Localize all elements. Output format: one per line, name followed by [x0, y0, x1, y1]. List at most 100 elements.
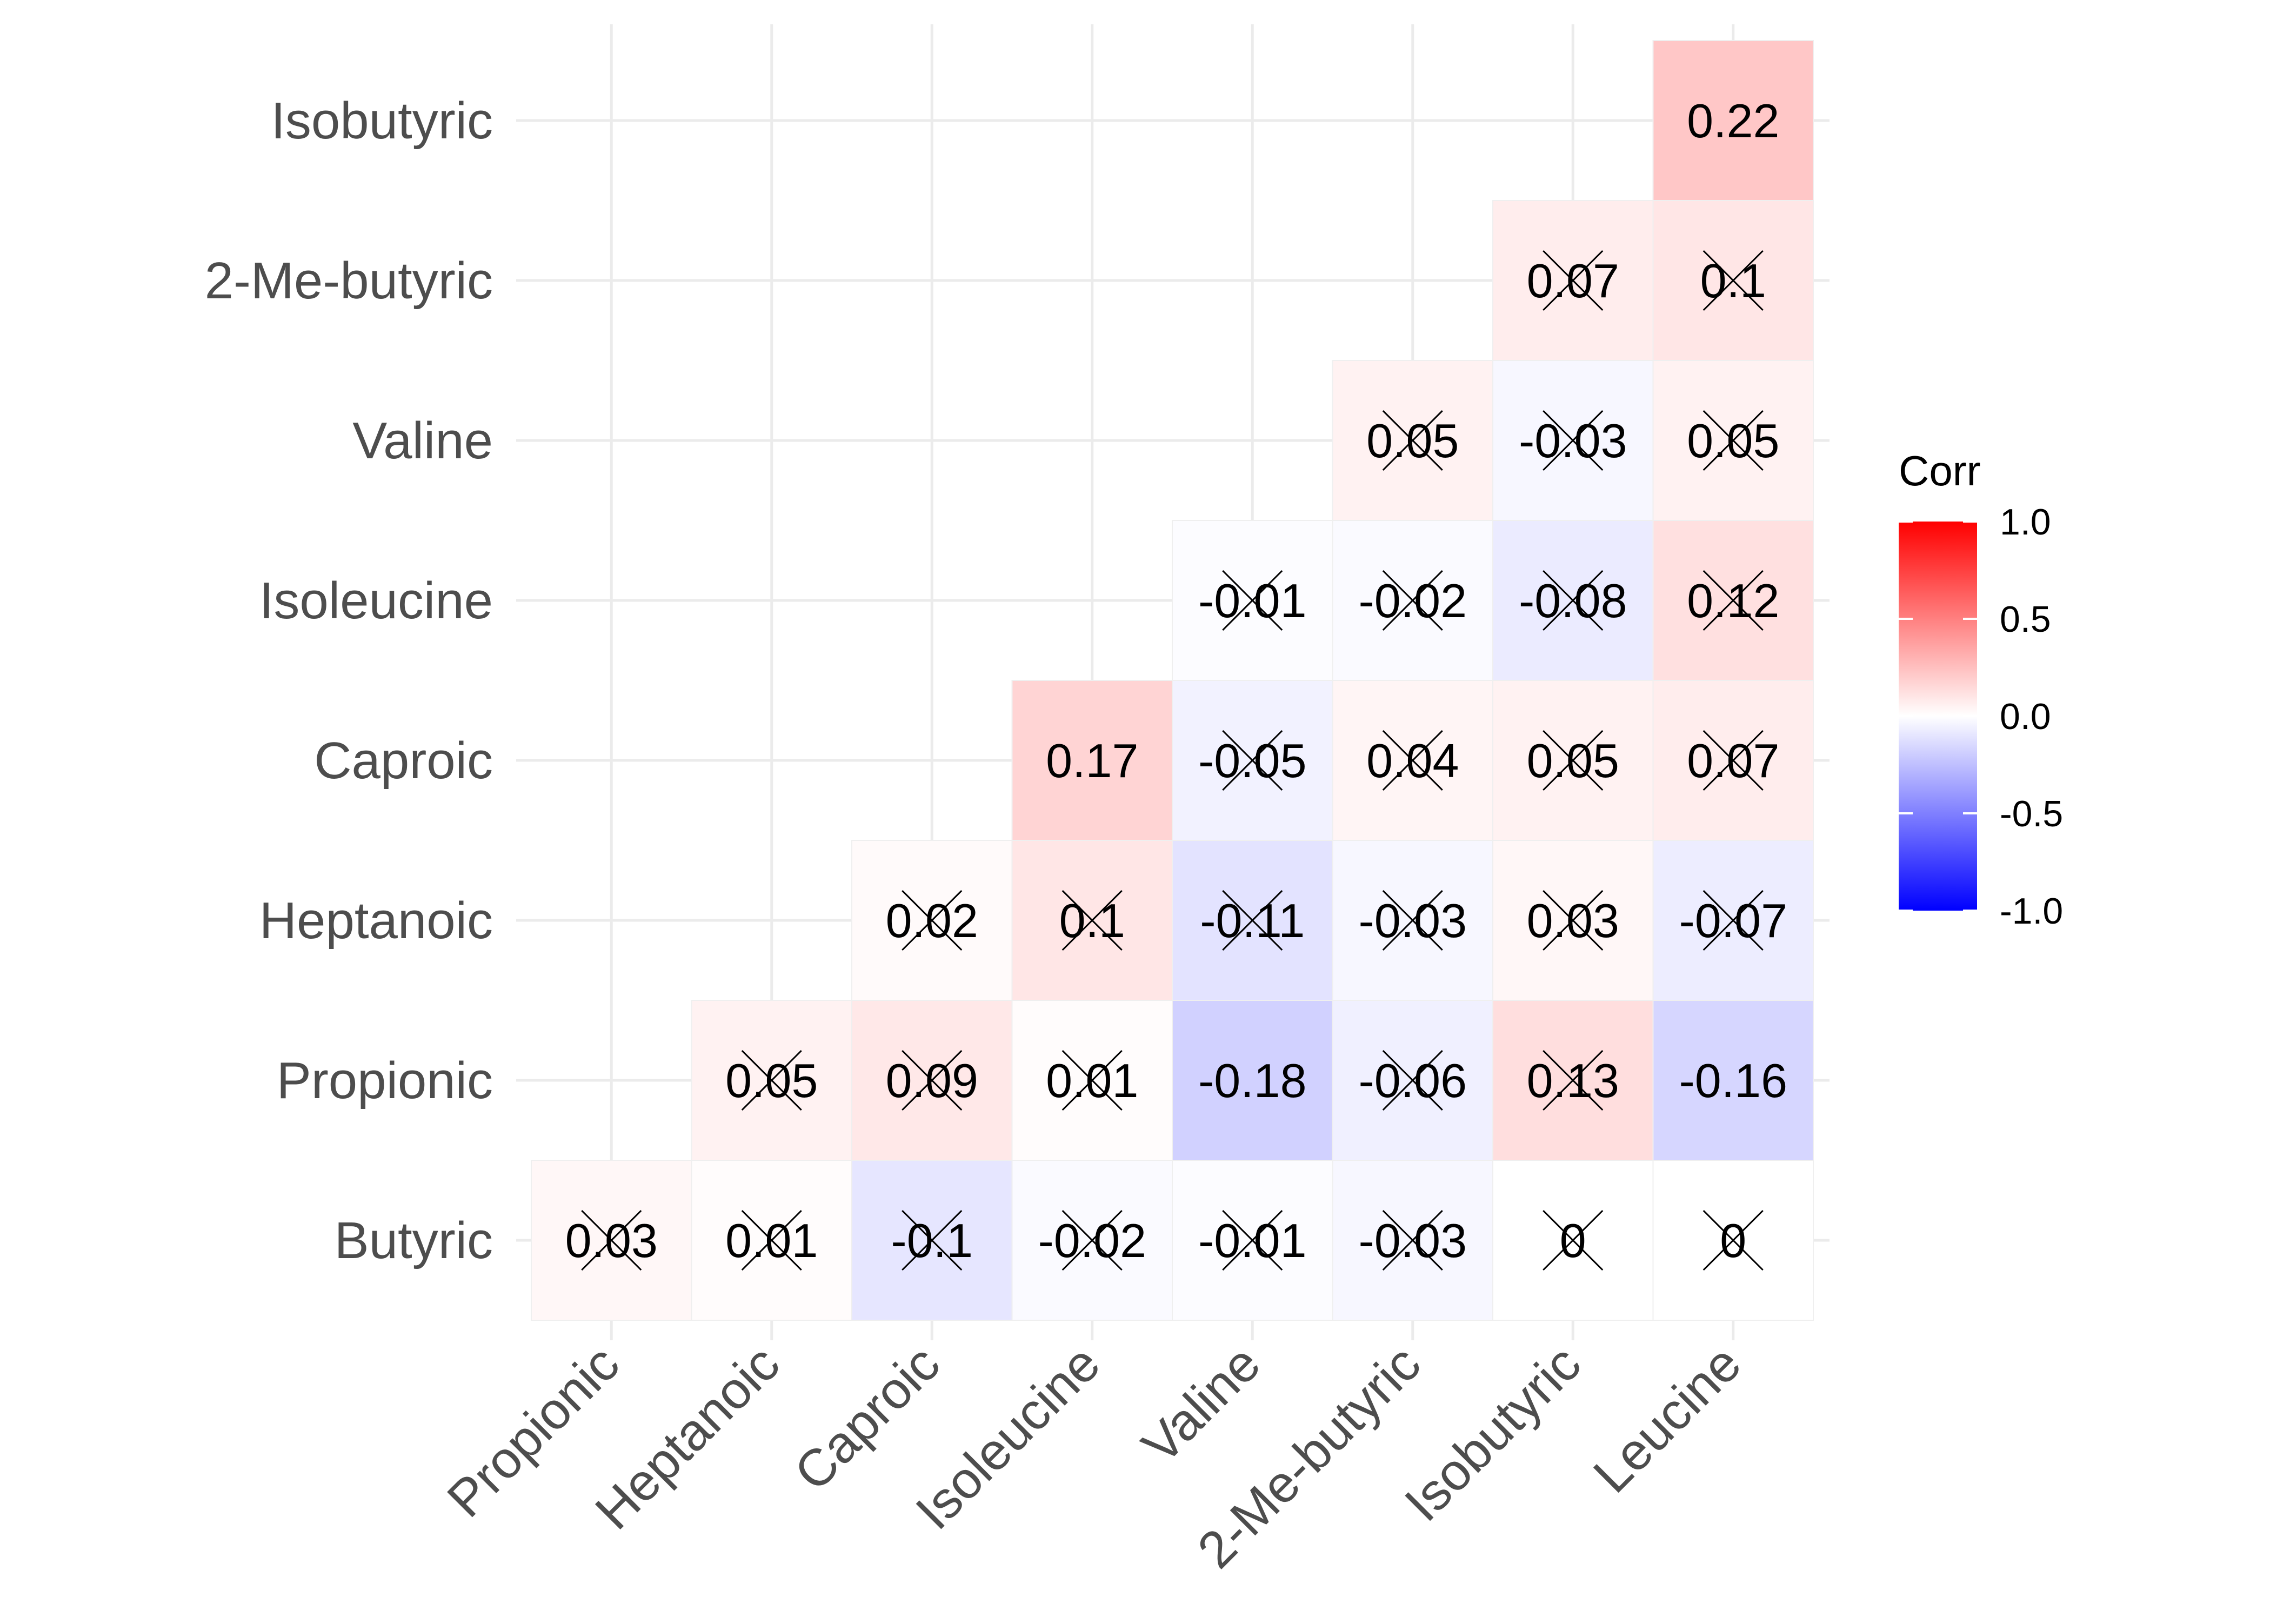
- heatmap-cell: -0.06: [1332, 1000, 1493, 1161]
- heatmap-cell: -0.03: [1332, 840, 1493, 1001]
- color-legend: Corr 1.0 0.5 0.0 -0.5 -1.0: [1899, 447, 2063, 932]
- heatmap-cell: 0.1: [1011, 840, 1173, 1001]
- insignificant-cross-mark: [1061, 890, 1123, 951]
- insignificant-cross-mark: [1382, 570, 1443, 631]
- insignificant-cross-mark: [1382, 890, 1443, 951]
- heatmap-cell: -0.03: [1492, 360, 1654, 521]
- heatmap-cell: 0.02: [851, 840, 1013, 1001]
- insignificant-cross-mark: [1222, 730, 1283, 791]
- insignificant-cross-mark: [1543, 890, 1604, 951]
- heatmap-cell: -0.16: [1652, 1000, 1814, 1161]
- insignificant-cross-mark: [1543, 1209, 1604, 1271]
- x-axis-tick-label: Leucine: [1583, 1334, 1752, 1503]
- legend-tick-label: 1.0: [2000, 502, 2051, 543]
- heatmap-cell: 0.09: [851, 1000, 1013, 1161]
- heatmap-cell: -0.03: [1332, 1160, 1493, 1321]
- heatmap-cell: 0.17: [1011, 680, 1173, 841]
- insignificant-cross-mark: [1543, 410, 1604, 471]
- insignificant-cross-mark: [1702, 1209, 1764, 1271]
- heatmap-cell: 0.05: [1652, 360, 1814, 521]
- insignificant-cross-mark: [1382, 410, 1443, 471]
- heatmap-cell: 0: [1492, 1160, 1654, 1321]
- legend-tick-label: 0.0: [2000, 696, 2051, 737]
- insignificant-cross-mark: [902, 1050, 963, 1111]
- heatmap-cell: 0.03: [1492, 840, 1654, 1001]
- legend-tick-label: -1.0: [2000, 891, 2063, 932]
- legend-tick-label: -0.5: [2000, 793, 2063, 834]
- heatmap-cell: -0.18: [1172, 1000, 1333, 1161]
- y-axis-tick-label: Isoleucine: [259, 572, 493, 630]
- heatmap-cell: 0.01: [691, 1160, 852, 1321]
- insignificant-cross-mark: [1702, 890, 1764, 951]
- insignificant-cross-mark: [1222, 570, 1283, 631]
- heatmap-cell: 0.05: [1492, 680, 1654, 841]
- insignificant-cross-mark: [581, 1209, 642, 1271]
- y-axis-tick-label: Heptanoic: [259, 892, 493, 950]
- heatmap-cell: 0.22: [1652, 40, 1814, 201]
- cell-value-label: 0.22: [1687, 94, 1779, 148]
- heatmap-cell: 0.03: [531, 1160, 692, 1321]
- heatmap-cell: 0.13: [1492, 1000, 1654, 1161]
- y-axis-tick-label: Valine: [352, 412, 493, 470]
- heatmap-cell: -0.07: [1652, 840, 1814, 1001]
- legend-title: Corr: [1899, 447, 1981, 494]
- heatmap-cell: 0.04: [1332, 680, 1493, 841]
- y-axis-tick-label: Butyric: [335, 1212, 493, 1269]
- insignificant-cross-mark: [1222, 890, 1283, 951]
- cell-value-label: 0.17: [1046, 734, 1138, 787]
- insignificant-cross-mark: [1702, 730, 1764, 791]
- heatmap-cell: -0.08: [1492, 520, 1654, 681]
- heatmap-cell: -0.01: [1172, 520, 1333, 681]
- cell-value-label: -0.16: [1679, 1054, 1787, 1107]
- legend-ticks: 1.0 0.5 0.0 -0.5 -1.0: [1899, 502, 2063, 932]
- insignificant-cross-mark: [1543, 730, 1604, 791]
- insignificant-cross-mark: [902, 1209, 963, 1271]
- insignificant-cross-mark: [902, 890, 963, 951]
- insignificant-cross-mark: [741, 1209, 802, 1271]
- heatmap-cell: -0.05: [1172, 680, 1333, 841]
- insignificant-cross-mark: [1061, 1209, 1123, 1271]
- y-axis-labels: Butyric Propionic Heptanoic Caproic Isoleuci…: [205, 92, 493, 1269]
- x-axis-tick-label: Isobutyric: [1394, 1334, 1592, 1532]
- heatmap-cell: -0.01: [1172, 1160, 1333, 1321]
- y-axis-tick-label: Propionic: [277, 1052, 493, 1110]
- heatmap-cell: 0.05: [1332, 360, 1493, 521]
- x-axis-tick-label: Caproic: [784, 1334, 951, 1502]
- heatmap-cell: 0: [1652, 1160, 1814, 1321]
- cell-value-label: -0.18: [1198, 1054, 1307, 1107]
- y-axis-tick-label: Caproic: [314, 732, 493, 790]
- insignificant-cross-mark: [1543, 570, 1604, 631]
- heatmap-cell: -0.02: [1332, 520, 1493, 681]
- insignificant-cross-mark: [1382, 1209, 1443, 1271]
- heatmap-cell: -0.11: [1172, 840, 1333, 1001]
- heatmap-tile: [1011, 680, 1173, 841]
- heatmap-tile: [1652, 1000, 1814, 1161]
- insignificant-cross-mark: [1061, 1050, 1123, 1111]
- heatmap-tile: [1652, 40, 1814, 201]
- y-axis-tick-label: 2-Me-butyric: [205, 252, 493, 310]
- insignificant-cross-mark: [741, 1050, 802, 1111]
- heatmap-cell: 0.07: [1652, 680, 1814, 841]
- legend-tick-label: 0.5: [2000, 599, 2051, 640]
- insignificant-cross-mark: [1382, 1050, 1443, 1111]
- heatmap-tiles: 0.030.01-0.1-0.02-0.01-0.03000.050.090.0…: [531, 40, 1814, 1321]
- heatmap-cell: 0.12: [1652, 520, 1814, 681]
- insignificant-cross-mark: [1222, 1209, 1283, 1271]
- heatmap-cell: 0.1: [1652, 200, 1814, 361]
- insignificant-cross-mark: [1543, 250, 1604, 311]
- heatmap-cell: 0.01: [1011, 1000, 1173, 1161]
- insignificant-cross-mark: [1543, 1050, 1604, 1111]
- insignificant-cross-mark: [1702, 410, 1764, 471]
- insignificant-cross-mark: [1382, 730, 1443, 791]
- heatmap-cell: 0.07: [1492, 200, 1654, 361]
- insignificant-cross-mark: [1702, 570, 1764, 631]
- insignificant-cross-mark: [1702, 250, 1764, 311]
- x-axis-tick-label: Valine: [1131, 1334, 1271, 1474]
- heatmap-cell: -0.02: [1011, 1160, 1173, 1321]
- heatmap-cell: -0.1: [851, 1160, 1013, 1321]
- heatmap-cell: 0.05: [691, 1000, 852, 1161]
- y-axis-tick-label: Isobutyric: [271, 92, 493, 150]
